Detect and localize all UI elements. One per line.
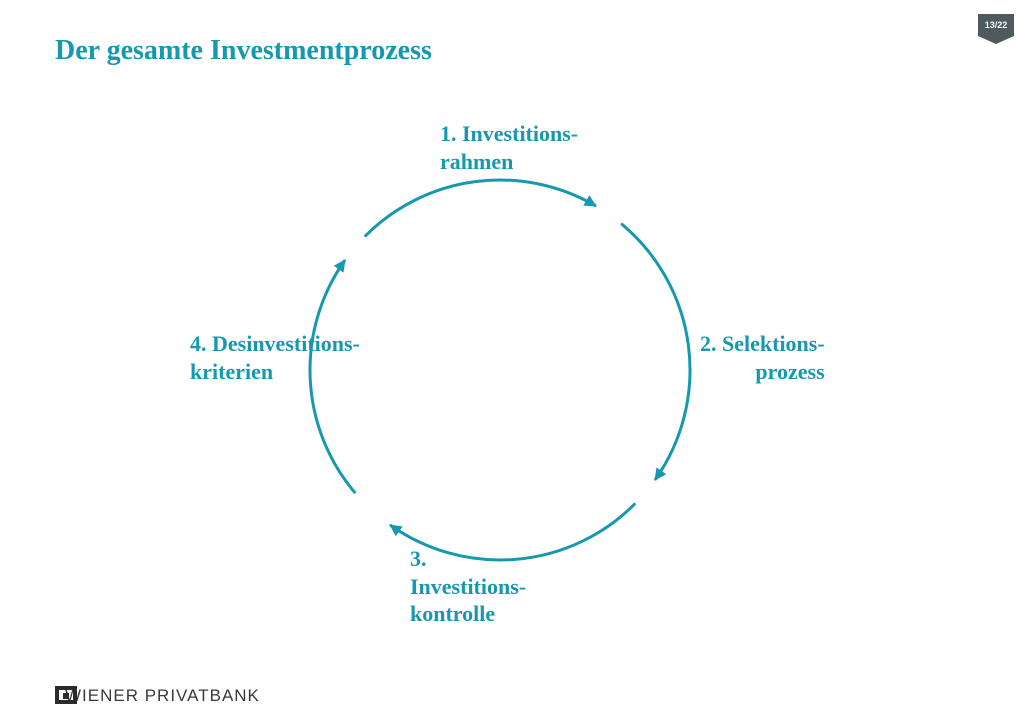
- brand-name: WIENER PRIVATBANK: [65, 686, 260, 706]
- cycle-node-n1: 1. Investitions- rahmen: [440, 120, 578, 175]
- cycle-arc-3: [366, 180, 595, 236]
- cycle-node-n2: 2. Selektions- prozess: [700, 330, 825, 385]
- cycle-diagram: 1. Investitions- rahmen 2. Selektions- pr…: [0, 0, 1024, 724]
- footer: WIENER PRIVATBANK: [55, 686, 260, 706]
- cycle-node-n3: 3. Investitions- kontrolle: [410, 545, 526, 628]
- cycle-arc-0: [622, 224, 690, 479]
- cycle-node-n4: 4. Desinvestitions- kriterien: [190, 330, 360, 385]
